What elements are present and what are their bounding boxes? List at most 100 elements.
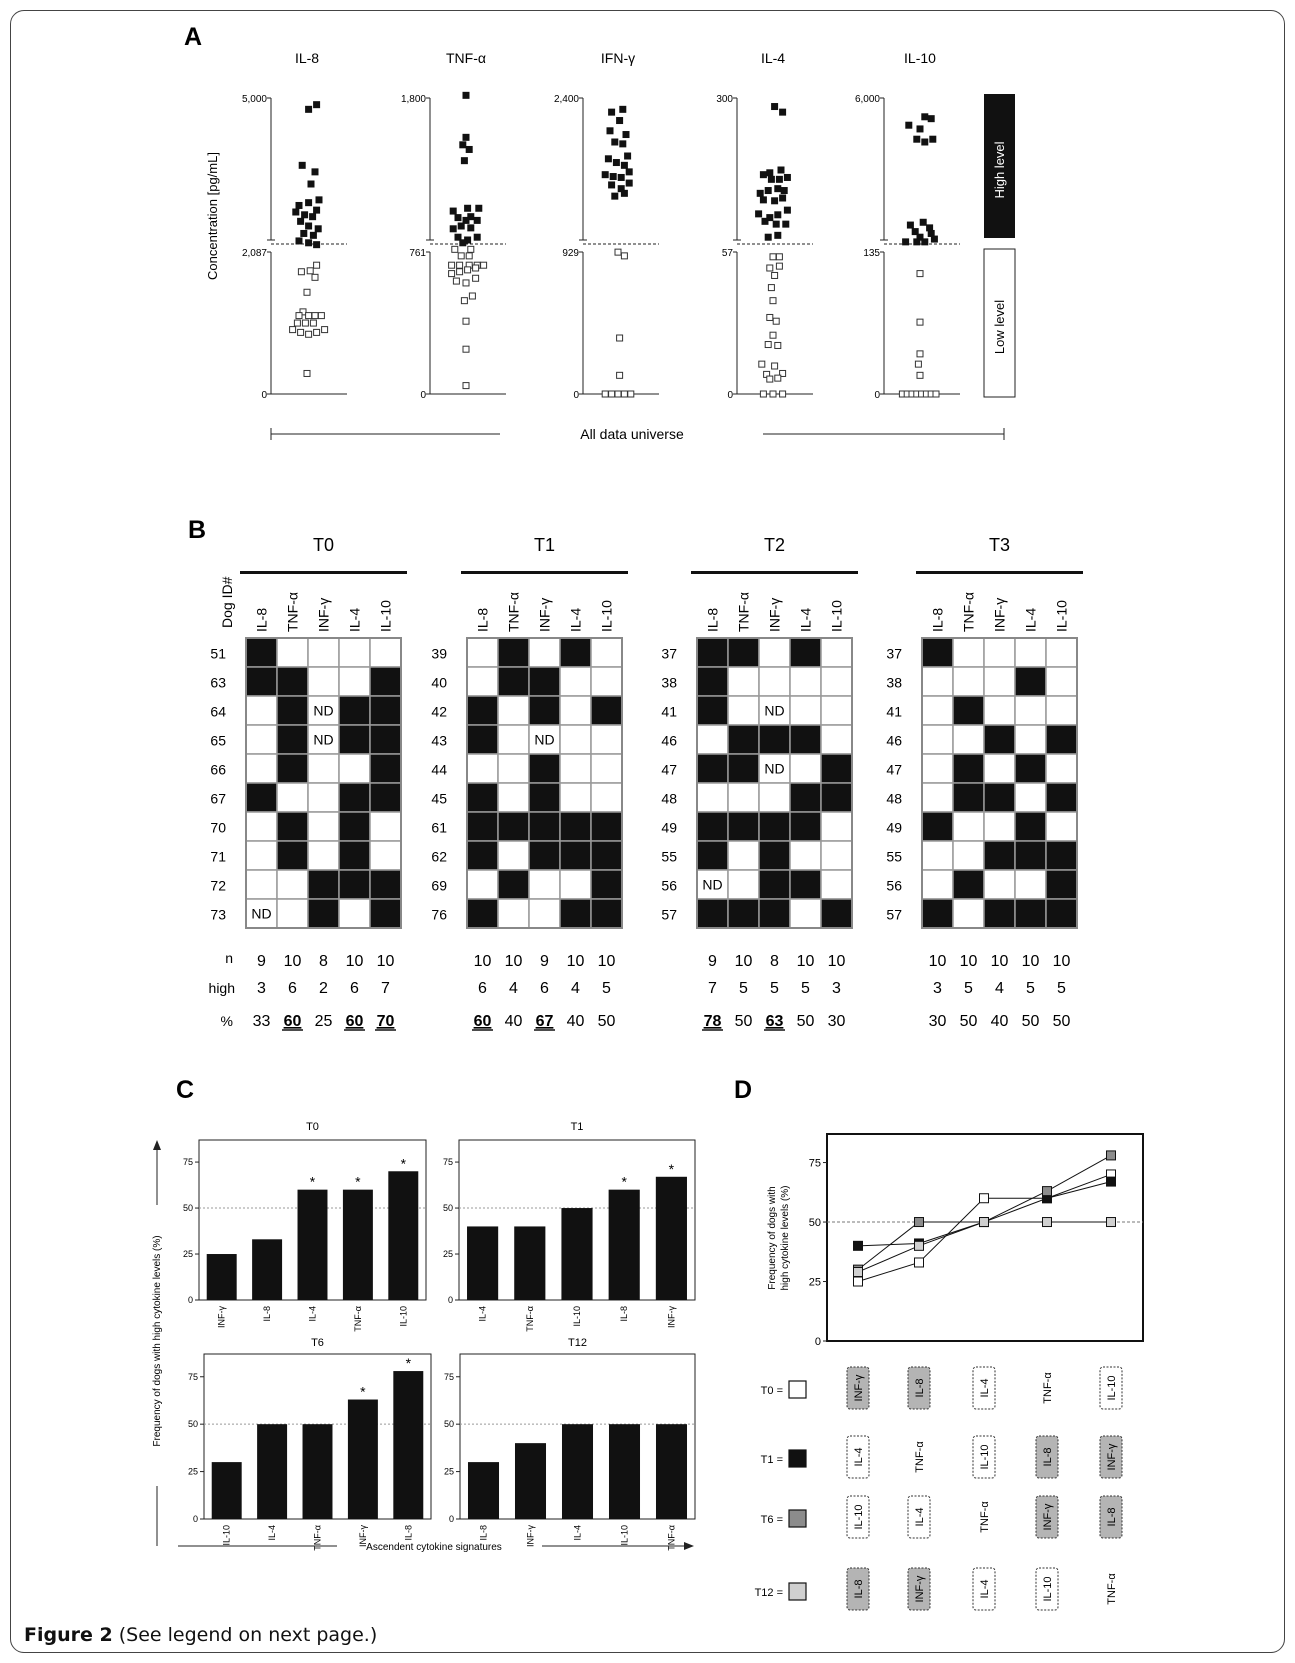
summary-value: 60: [474, 1013, 492, 1030]
dog-id: 63: [210, 675, 226, 691]
not-determined-label: ND: [702, 877, 722, 893]
panel-a-high-point: [295, 237, 303, 245]
series-line: [857, 1221, 1111, 1273]
cytokine-cell: [466, 840, 499, 871]
series-marker: [1042, 1217, 1052, 1228]
panel-a-low-point: [309, 319, 317, 327]
summary-value: 10: [284, 953, 302, 970]
panel-a-high-point: [929, 135, 937, 143]
timepoint-title: T3: [989, 535, 1010, 555]
bar: [342, 1189, 373, 1300]
category-label: IL-8: [403, 1525, 413, 1541]
signature-label: IL-10: [979, 1444, 991, 1469]
bar: [467, 1226, 499, 1300]
panel-a-low-point: [916, 371, 924, 379]
y-tick-label: 50: [443, 1203, 453, 1213]
panel-a-low-point: [451, 245, 459, 253]
panel-a-high-point: [309, 213, 317, 221]
panel-a-high-point: [454, 214, 462, 222]
summary-value: 5: [602, 980, 611, 997]
cytokine-header: IL-8: [705, 608, 721, 632]
dog-id: 40: [431, 675, 447, 691]
figure-frame: [10, 10, 1285, 1653]
panel-a-top-tick: 300: [716, 94, 733, 105]
panel-a-low-point: [313, 261, 321, 269]
grid-border: [921, 637, 1078, 929]
cytokine-cell: [466, 666, 499, 697]
cytokine-cell: [758, 811, 791, 842]
figure-caption: Figure 2 (See legend on next page.): [24, 1624, 377, 1646]
cytokine-cell: [1045, 666, 1078, 697]
panel-a-cut-tick: 135: [863, 248, 880, 259]
summary-value: 40: [505, 1013, 523, 1030]
cytokine-cell: [1045, 724, 1078, 755]
cytokine-cell: [307, 666, 340, 697]
not-determined-label: ND: [313, 703, 333, 719]
panel-a-high-point: [314, 225, 322, 233]
cytokine-cell: [338, 869, 371, 900]
not-determined-label: ND: [313, 732, 333, 748]
panel-a-high-point: [774, 231, 782, 239]
cytokine-cell: [307, 695, 340, 726]
panel-a-high-point: [305, 222, 313, 230]
summary-value: 10: [567, 953, 585, 970]
series-marker: [914, 1240, 924, 1251]
cytokine-cell: [307, 898, 340, 929]
panel-a-high-point: [297, 217, 305, 225]
cytokine-cell: [952, 666, 985, 697]
category-label: TNF-α: [353, 1306, 363, 1332]
panel-a-cut-tick: 761: [409, 248, 426, 259]
cytokine-cell: [590, 666, 623, 697]
dog-id: 57: [661, 907, 677, 923]
summary-value: 8: [319, 953, 328, 970]
cytokine-cell: [369, 753, 402, 784]
cytokine-cell: [590, 637, 623, 668]
timepoint-rule: [240, 571, 407, 574]
panel-a-cut-tick: 2,087: [242, 248, 267, 259]
bar: [211, 1462, 242, 1519]
signature-label: IL-8: [1106, 1508, 1118, 1527]
bar: [252, 1239, 283, 1300]
cytokine-cell: [1014, 869, 1047, 900]
cytokine-cell: [559, 724, 592, 755]
cytokine-cell: [276, 753, 309, 784]
summary-value: 60: [346, 1013, 364, 1030]
cytokine-cell: [1045, 811, 1078, 842]
signature-box: [972, 1366, 996, 1410]
summary-value: 5: [739, 980, 748, 997]
cytokine-cell: [727, 869, 760, 900]
summary-value: 5: [1026, 980, 1035, 997]
cytokine-cell: [820, 695, 853, 726]
panel-a-high-point: [771, 103, 779, 111]
cytokine-cell: [559, 695, 592, 726]
cytokine-header: INF-γ: [316, 598, 332, 632]
dog-id: 73: [210, 907, 226, 923]
cytokine-cell: [307, 811, 340, 842]
y-tick-label: 50: [188, 1419, 198, 1429]
panel-a-low-point: [460, 297, 468, 305]
panel-a-high-point: [601, 171, 609, 179]
cytokine-cell: [1014, 811, 1047, 842]
panel-a-low-point: [299, 308, 307, 316]
panel-a-high-point: [292, 208, 300, 216]
panel-a-high-point: [300, 229, 308, 237]
cytokine-header: IL-10: [829, 600, 845, 632]
summary-value: 67: [536, 1013, 554, 1030]
cytokine-cell: [921, 811, 954, 842]
signature-box: [907, 1567, 931, 1611]
dog-id: 45: [431, 791, 447, 807]
panel-a-high-point: [313, 206, 321, 214]
signature-box: [1035, 1435, 1059, 1479]
panel-a-high-point: [464, 204, 472, 212]
cytokine-cell: [696, 782, 729, 813]
panel-a-title: TNF-α: [446, 50, 486, 66]
panel-a-high-point: [309, 231, 317, 239]
summary-value: 4: [571, 980, 580, 997]
cytokine-cell: [466, 753, 499, 784]
panel-a-low-point: [758, 360, 766, 368]
summary-value: 40: [567, 1013, 585, 1030]
panel-a-top-tick: 5,000: [242, 94, 267, 105]
panel-a-low-point: [289, 326, 297, 334]
panel-letter-b: B: [188, 516, 206, 544]
panel-a-low-point: [456, 261, 464, 269]
